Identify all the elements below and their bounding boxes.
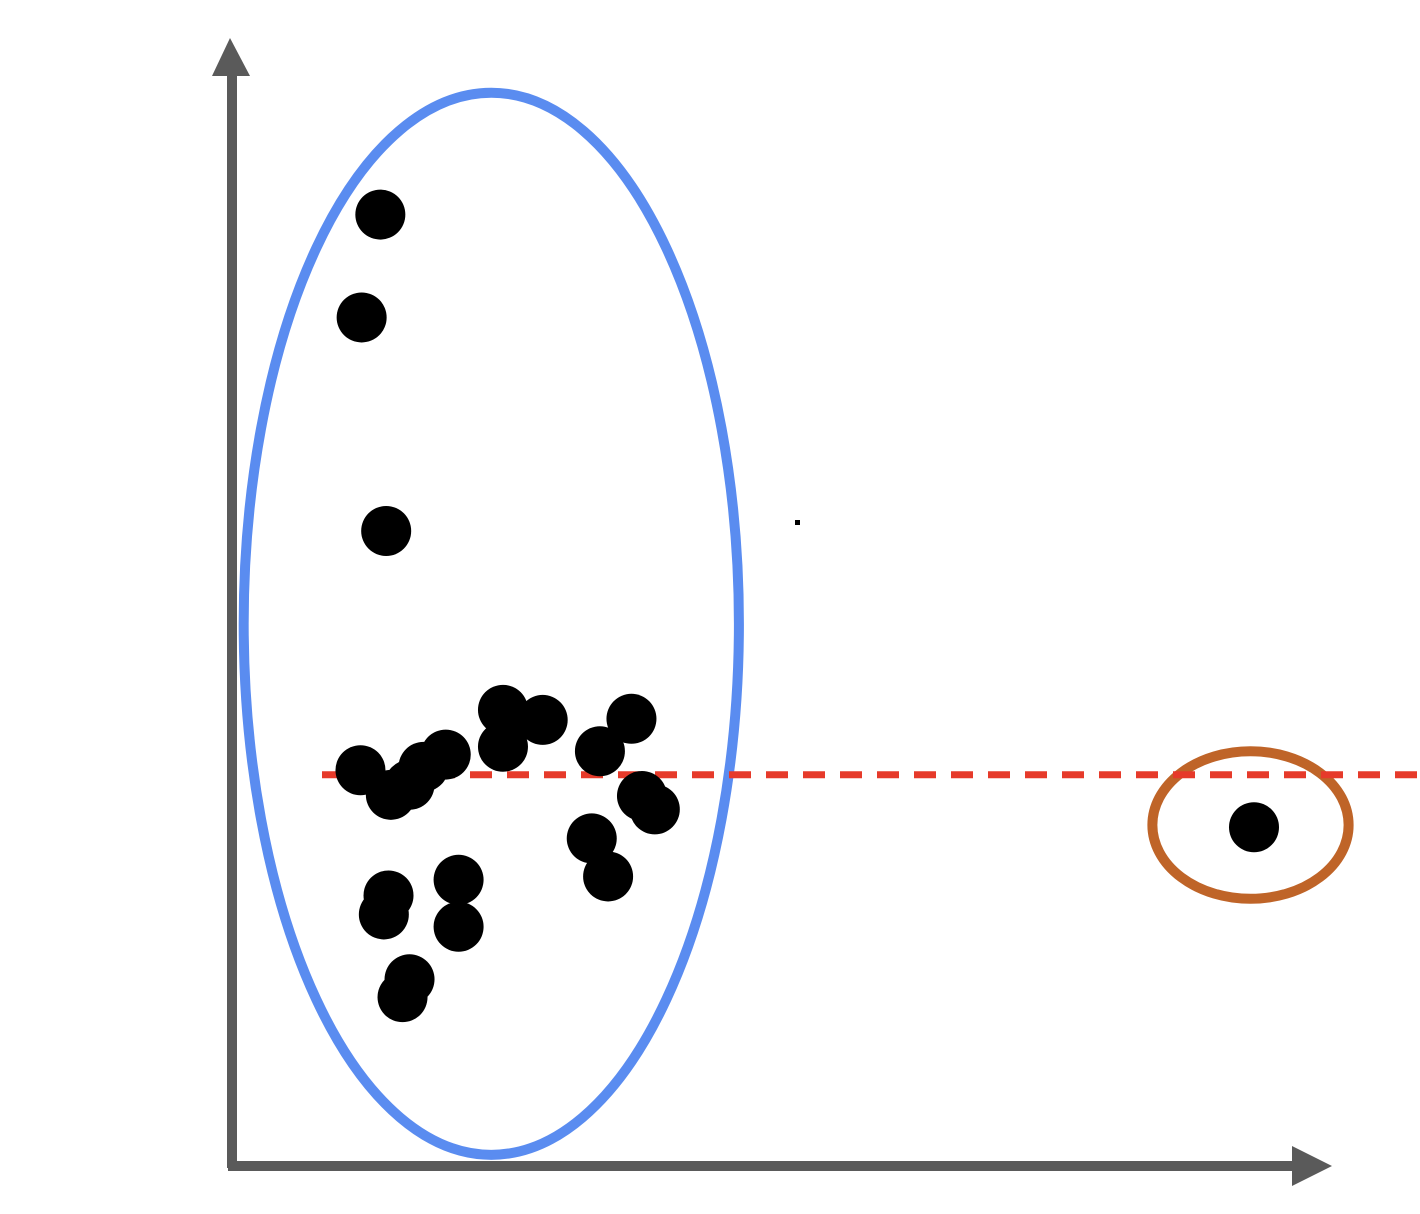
data-point — [365, 769, 416, 820]
data-point — [377, 972, 428, 1023]
points-layer — [335, 189, 1279, 1023]
outlier-ellipse — [1147, 746, 1354, 904]
data-point — [574, 726, 625, 777]
y-axis-arrow-icon — [212, 38, 250, 76]
stray-dot — [795, 520, 800, 525]
data-point — [606, 693, 657, 744]
data-point — [355, 189, 406, 240]
data-point — [629, 784, 680, 835]
data-point — [433, 901, 484, 952]
axes-layer — [212, 38, 1332, 1186]
x-axis-arrow-icon — [1292, 1146, 1332, 1186]
data-point — [477, 721, 528, 772]
data-point — [566, 813, 617, 864]
annotation-layer — [238, 87, 1354, 1160]
data-point — [517, 694, 568, 745]
data-point — [433, 854, 484, 905]
data-point — [477, 684, 528, 735]
data-point — [361, 505, 412, 556]
cluster-ellipse — [238, 87, 744, 1160]
data-point — [583, 851, 634, 902]
data-point — [358, 889, 409, 940]
data-point — [336, 292, 387, 343]
outlier-point — [1229, 802, 1279, 853]
